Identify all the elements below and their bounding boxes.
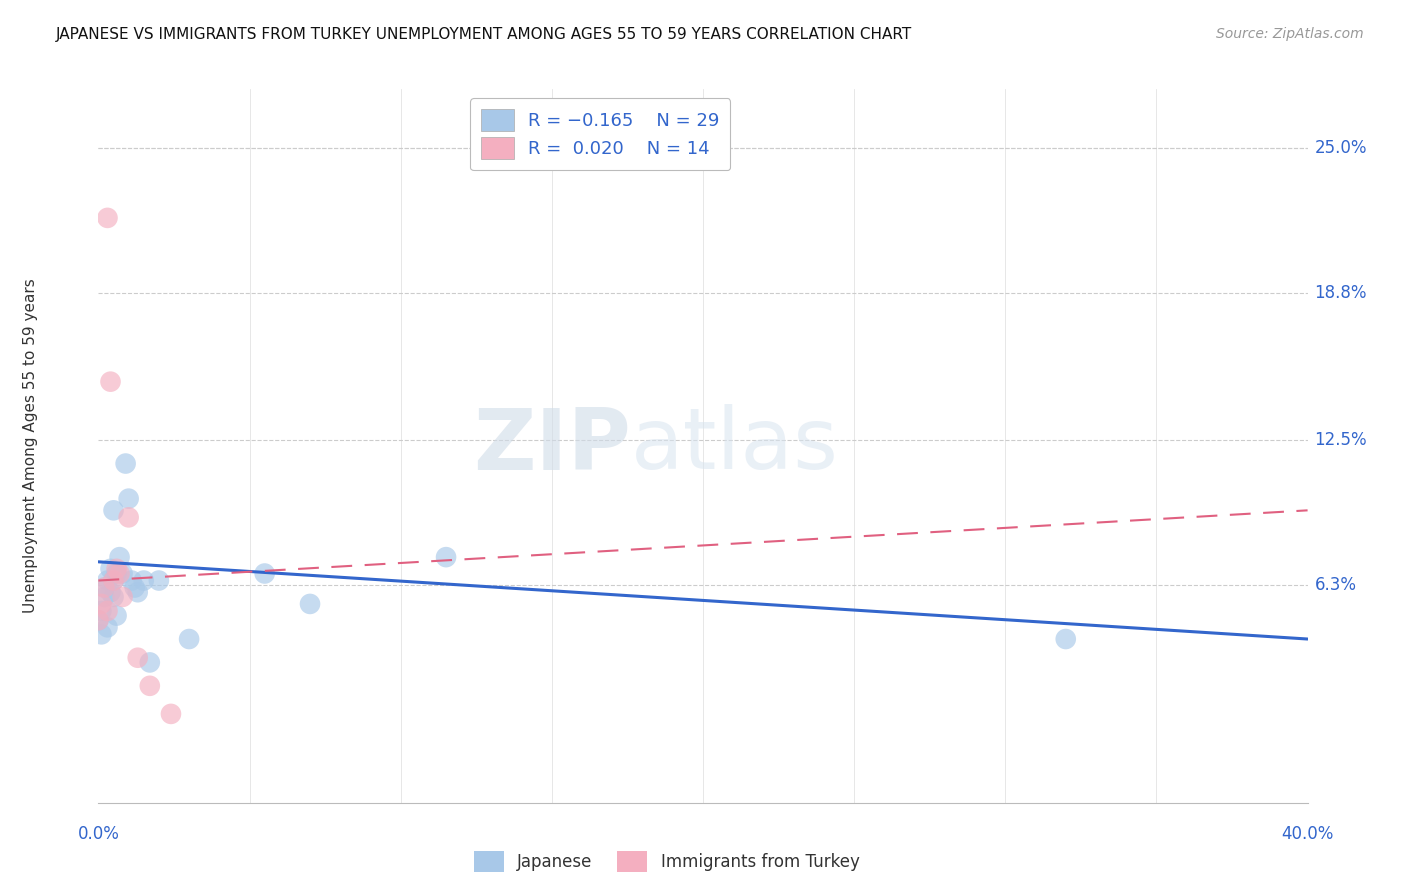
Point <box>103 574 125 588</box>
Text: 40.0%: 40.0% <box>1281 825 1334 843</box>
Point <box>111 590 134 604</box>
Text: JAPANESE VS IMMIGRANTS FROM TURKEY UNEMPLOYMENT AMONG AGES 55 TO 59 YEARS CORREL: JAPANESE VS IMMIGRANTS FROM TURKEY UNEMP… <box>56 27 912 42</box>
Point <box>90 604 112 618</box>
Point <box>111 566 134 581</box>
Point <box>96 211 118 225</box>
Point <box>96 574 118 588</box>
Point <box>105 608 128 623</box>
Point <box>108 550 131 565</box>
Text: Unemployment Among Ages 55 to 59 years: Unemployment Among Ages 55 to 59 years <box>24 278 38 614</box>
Text: atlas: atlas <box>630 404 838 488</box>
Point <box>139 679 162 693</box>
Point <box>100 585 122 599</box>
Point <box>299 597 322 611</box>
Point <box>87 613 110 627</box>
Point <box>118 510 141 524</box>
Point <box>434 550 457 565</box>
Point <box>100 375 122 389</box>
Point <box>127 585 149 599</box>
Point <box>103 574 125 588</box>
Point <box>103 503 125 517</box>
Point <box>132 574 155 588</box>
Point <box>139 656 162 670</box>
Point <box>93 590 115 604</box>
Text: ZIP: ZIP <box>472 404 630 488</box>
Text: 18.8%: 18.8% <box>1315 284 1367 301</box>
Point <box>148 574 170 588</box>
Point <box>108 566 131 581</box>
Point <box>253 566 276 581</box>
Point <box>114 457 136 471</box>
Point <box>100 562 122 576</box>
Point <box>118 491 141 506</box>
Text: 0.0%: 0.0% <box>77 825 120 843</box>
Point <box>93 581 115 595</box>
Point <box>121 574 143 588</box>
Legend: Japanese, Immigrants from Turkey: Japanese, Immigrants from Turkey <box>465 843 868 880</box>
Point <box>105 566 128 581</box>
Point <box>127 650 149 665</box>
Point <box>1054 632 1077 646</box>
Point <box>90 597 112 611</box>
Point <box>160 706 183 721</box>
Point <box>124 581 146 595</box>
Point <box>96 620 118 634</box>
Point <box>90 627 112 641</box>
Text: 25.0%: 25.0% <box>1315 138 1367 157</box>
Point <box>96 604 118 618</box>
Point <box>87 613 110 627</box>
Text: Source: ZipAtlas.com: Source: ZipAtlas.com <box>1216 27 1364 41</box>
Point <box>93 581 115 595</box>
Text: 6.3%: 6.3% <box>1315 576 1357 594</box>
Text: 12.5%: 12.5% <box>1315 431 1367 450</box>
Point <box>177 632 201 646</box>
Point <box>103 590 125 604</box>
Point <box>105 562 128 576</box>
